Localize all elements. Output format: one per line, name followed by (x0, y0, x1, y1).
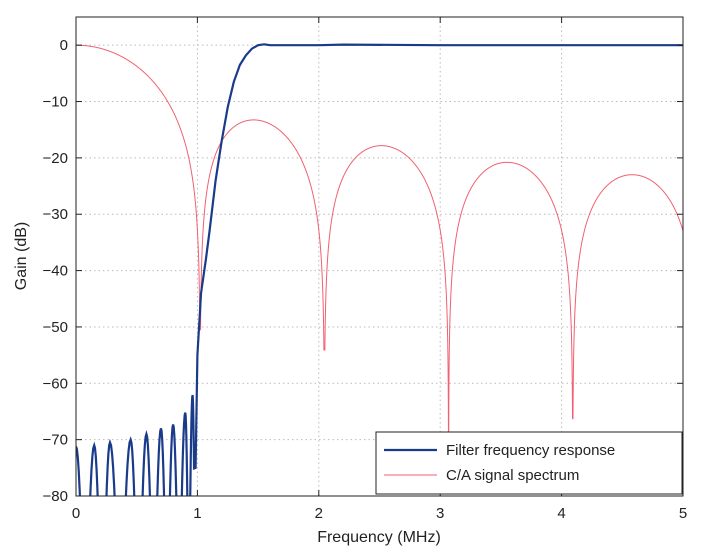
x-tick-label: 5 (679, 505, 687, 522)
legend-label-ca: C/A signal spectrum (446, 467, 579, 484)
y-tick-label: −70 (43, 432, 68, 449)
y-tick-label: −40 (43, 263, 68, 280)
x-tick-label: 3 (436, 505, 444, 522)
x-tick-label: 0 (72, 505, 80, 522)
legend: Filter frequency response C/A signal spe… (375, 431, 683, 495)
y-tick-label: −10 (43, 94, 68, 111)
y-tick-label: 0 (60, 37, 68, 54)
y-axis-label: Gain (dB) (13, 222, 30, 290)
x-tick-label: 4 (557, 505, 565, 522)
tick-labels: 0 1 2 3 4 5 0 −10 −20 −30 −40 −50 −60 −70 −80 (43, 37, 688, 522)
x-axis-label: Frequency (MHz) (317, 529, 441, 546)
grid (76, 17, 683, 496)
ca-signal-spectrum-line (76, 44, 683, 438)
y-tick-label: −30 (43, 206, 68, 223)
filter-frequency-response-line (76, 43, 683, 496)
plot-frame (75, 16, 684, 497)
legend-box (375, 431, 683, 495)
y-tick-label: −60 (43, 375, 68, 392)
x-tick-label: 2 (315, 505, 323, 522)
y-tick-label: −50 (43, 319, 68, 336)
y-tick-label: −80 (43, 488, 68, 505)
y-tick-label: −20 (43, 150, 68, 167)
legend-label-filter: Filter frequency response (446, 442, 615, 459)
x-tick-label: 1 (193, 505, 201, 522)
